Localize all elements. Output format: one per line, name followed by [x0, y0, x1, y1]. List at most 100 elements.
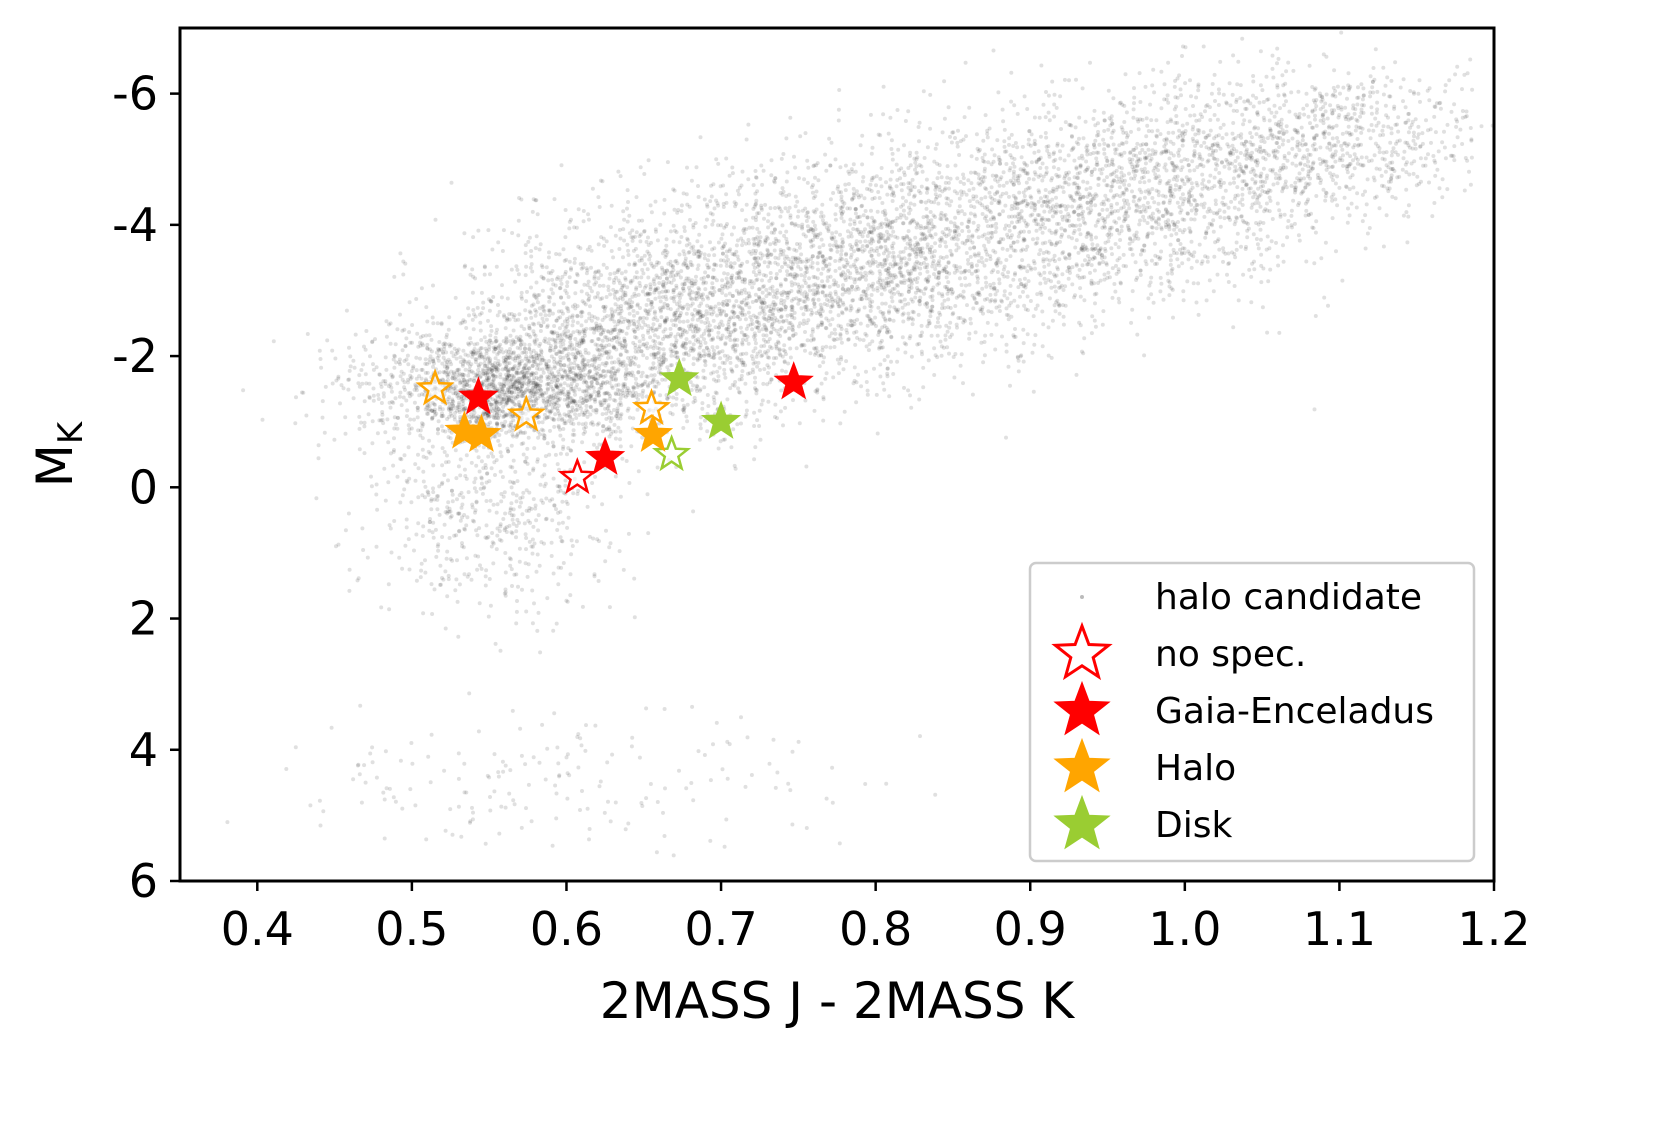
- halo-candidate-point: [436, 353, 441, 358]
- halo-candidate-point: [975, 301, 979, 305]
- halo-candidate-point: [847, 290, 852, 295]
- halo-candidate-point: [553, 384, 558, 389]
- halo-candidate-point: [782, 360, 787, 365]
- halo-candidate-point: [586, 392, 591, 397]
- halo-candidate-point: [642, 172, 647, 176]
- halo-candidate-point: [451, 406, 455, 411]
- halo-candidate-point: [705, 393, 710, 397]
- halo-candidate-point: [795, 242, 799, 246]
- halo-candidate-point: [491, 409, 496, 414]
- halo-candidate-point: [555, 395, 560, 400]
- halo-candidate-point: [530, 394, 535, 399]
- halo-candidate-point: [441, 413, 446, 418]
- halo-candidate-point: [743, 317, 748, 322]
- halo-candidate-point: [533, 198, 538, 203]
- halo-candidate-point: [630, 300, 635, 305]
- halo-candidate-point: [750, 327, 755, 332]
- halo-candidate-point: [702, 252, 707, 257]
- halo-candidate-point: [392, 274, 397, 279]
- halo-candidate-point: [642, 342, 647, 347]
- halo-candidate-point: [449, 350, 454, 355]
- halo-candidate-point: [755, 315, 760, 320]
- halo-candidate-point: [476, 228, 481, 233]
- halo-candidate-point: [524, 455, 529, 460]
- halo-candidate-point: [831, 191, 836, 195]
- halo-candidate-point: [505, 377, 510, 382]
- halo-candidate-point: [932, 373, 937, 377]
- halo-candidate-point: [376, 393, 381, 397]
- halo-candidate-point: [675, 270, 680, 275]
- halo-candidate-point: [725, 354, 730, 359]
- halo-candidate-point: [565, 452, 569, 457]
- halo-candidate-point: [685, 319, 690, 324]
- halo-candidate-point: [519, 324, 524, 329]
- halo-candidate-point: [417, 393, 422, 398]
- halo-candidate-point: [530, 355, 535, 360]
- halo-candidate-point: [452, 346, 457, 351]
- halo-candidate-point: [402, 380, 407, 385]
- halo-candidate-point: [744, 351, 749, 356]
- halo-candidate-point: [774, 328, 779, 333]
- halo-candidate-point: [460, 363, 465, 368]
- halo-candidate-point: [557, 252, 562, 257]
- halo-candidate-point: [815, 387, 820, 392]
- halo-candidate-point: [504, 413, 509, 418]
- halo-candidate-point: [669, 363, 674, 368]
- halo-candidate-point: [859, 384, 864, 389]
- halo-candidate-point: [766, 371, 770, 375]
- halo-candidate-point: [782, 343, 787, 348]
- halo-candidate-point: [446, 435, 451, 440]
- halo-candidate-point: [453, 410, 458, 415]
- halo-candidate-point: [513, 386, 518, 391]
- halo-candidate-point: [634, 356, 638, 361]
- halo-candidate-point: [778, 268, 783, 273]
- halo-candidate-point: [532, 292, 537, 297]
- halo-candidate-point: [493, 361, 498, 366]
- halo-candidate-point: [697, 232, 702, 237]
- halo-candidate-point: [362, 424, 367, 429]
- halo-candidate-point: [736, 386, 741, 391]
- halo-candidate-point: [984, 258, 989, 263]
- halo-candidate-point: [577, 344, 582, 349]
- halo-candidate-point: [519, 394, 524, 399]
- halo-candidate-point: [561, 355, 566, 360]
- halo-candidate-point: [755, 189, 760, 194]
- halo-candidate-point: [773, 316, 778, 320]
- halo-candidate-point: [668, 334, 673, 338]
- halo-candidate-point: [606, 288, 611, 293]
- halo-candidate-point: [683, 341, 688, 346]
- halo-candidate-point: [507, 423, 512, 428]
- halo-candidate-point: [728, 386, 733, 391]
- halo-candidate-point: [739, 377, 744, 382]
- halo-candidate-point: [691, 248, 696, 253]
- halo-candidate-point: [608, 374, 613, 379]
- halo-candidate-point: [569, 267, 573, 272]
- halo-candidate-point: [582, 357, 587, 362]
- halo-candidate-point: [414, 355, 419, 360]
- halo-candidate-point: [602, 391, 607, 396]
- halo-candidate-point: [666, 334, 671, 339]
- halo-candidate-point: [396, 416, 401, 420]
- halo-candidate-point: [790, 333, 795, 338]
- halo-candidate-point: [860, 162, 865, 167]
- halo-candidate-point: [681, 288, 686, 293]
- halo-candidate-point: [877, 276, 882, 281]
- halo-candidate-point: [968, 316, 973, 321]
- halo-candidate-point: [522, 372, 527, 377]
- halo-candidate-point: [813, 282, 818, 287]
- halo-candidate-point: [547, 337, 552, 342]
- halo-candidate-point: [865, 392, 870, 397]
- halo-candidate-point: [507, 398, 512, 403]
- halo-candidate-point: [705, 204, 710, 209]
- halo-candidate-point: [503, 326, 508, 331]
- halo-candidate-point: [705, 294, 710, 299]
- halo-candidate-point: [424, 378, 429, 383]
- halo-candidate-point: [720, 284, 725, 289]
- halo-candidate-point: [582, 364, 587, 369]
- halo-candidate-point: [568, 369, 573, 374]
- halo-candidate-point: [545, 441, 550, 446]
- halo-candidate-point: [508, 424, 513, 429]
- halo-candidate-point: [974, 156, 979, 161]
- halo-candidate-point: [767, 309, 772, 314]
- halo-candidate-point: [805, 158, 810, 163]
